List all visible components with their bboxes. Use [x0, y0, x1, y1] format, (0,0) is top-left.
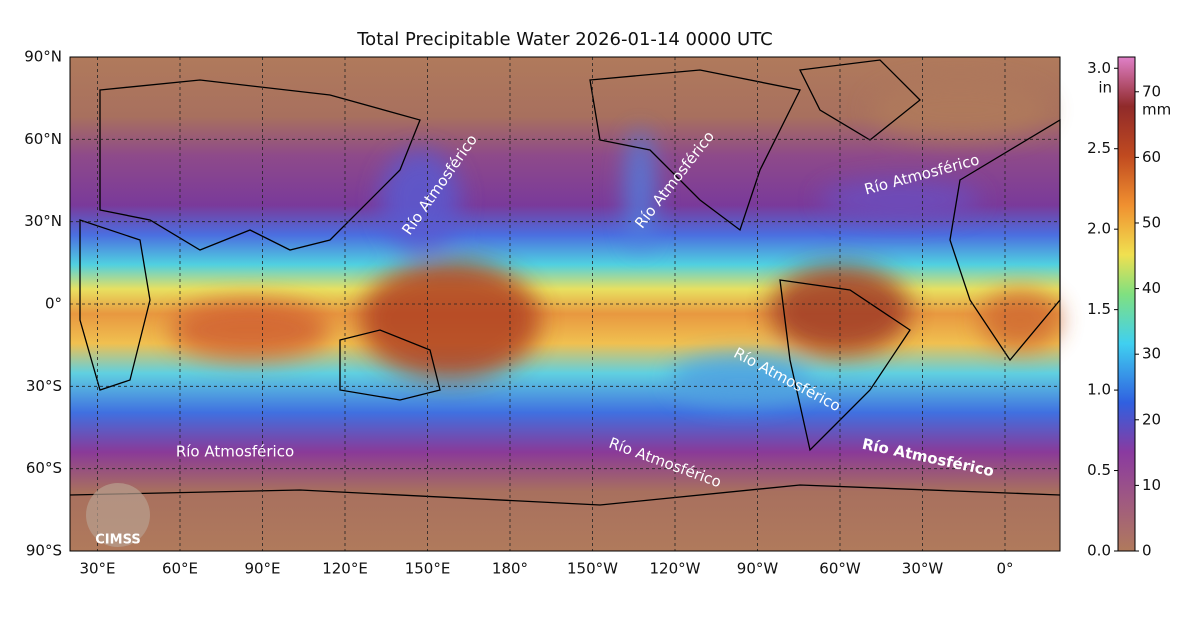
mm-tick-label: 20: [1142, 410, 1161, 428]
colorbar-mm-label: mm: [1142, 101, 1171, 119]
in-tick-label: 1.5: [1087, 300, 1111, 318]
colorbar-in-label: in: [1098, 79, 1112, 97]
in-tick-label: 3.0: [1087, 59, 1111, 77]
logo-text: CIMSS: [95, 533, 140, 548]
mm-tick-label: 60: [1142, 148, 1161, 166]
lat-label: 90°S: [26, 542, 62, 560]
mm-tick-label: 40: [1142, 279, 1161, 297]
coastlines: [69, 59, 1061, 506]
in-tick-label: 2.0: [1087, 220, 1111, 238]
lon-label: 90°W: [737, 560, 779, 578]
colorbar: [1117, 56, 1136, 552]
mm-tick-label: 10: [1142, 476, 1161, 494]
mm-tick-label: 0: [1142, 542, 1152, 560]
in-tick-label: 0.0: [1087, 542, 1111, 560]
mm-tick-label: 30: [1142, 345, 1161, 363]
lat-label: 60°N: [24, 130, 62, 148]
map-frame: [69, 56, 1061, 552]
lon-label: 60°W: [819, 560, 861, 578]
lon-label: 180°: [492, 560, 528, 578]
colorbar-ticks: 0.0 0.5 1.0 1.5 2.0 2.5 3.0 0 10 20 30 40 50 60 70: [1087, 59, 1161, 560]
in-tick-label: 2.5: [1087, 139, 1111, 157]
mm-tick-label: 70: [1142, 82, 1161, 100]
logo: CIMSS: [86, 483, 150, 548]
in-tick-label: 1.0: [1087, 381, 1111, 399]
lat-label: 30°S: [26, 377, 62, 395]
lat-label: 60°S: [26, 459, 62, 477]
lon-label: 120°W: [650, 560, 701, 578]
moisture-field: [170, 80, 1060, 405]
title: Total Precipitable Water 2026-01-14 0000…: [356, 29, 773, 50]
lon-label: 90°E: [244, 560, 280, 578]
lon-label: 120°E: [322, 560, 368, 578]
mm-tick-label: 50: [1142, 213, 1161, 231]
map: Río Atmosférico Río Atmosférico Río Atmosf…: [69, 56, 1061, 552]
lon-label: 60°E: [162, 560, 198, 578]
lat-label: 0°: [45, 295, 62, 313]
lat-label: 90°N: [24, 48, 62, 66]
annotation: Río Atmosférico: [176, 443, 294, 461]
lon-label: 150°E: [405, 560, 451, 578]
lon-label: 150°W: [567, 560, 618, 578]
lon-label: 30°E: [79, 560, 115, 578]
in-tick-label: 0.5: [1087, 461, 1111, 479]
lon-label: 30°W: [902, 560, 944, 578]
lat-label: 30°N: [24, 212, 62, 230]
lon-label: 0°: [996, 560, 1013, 578]
